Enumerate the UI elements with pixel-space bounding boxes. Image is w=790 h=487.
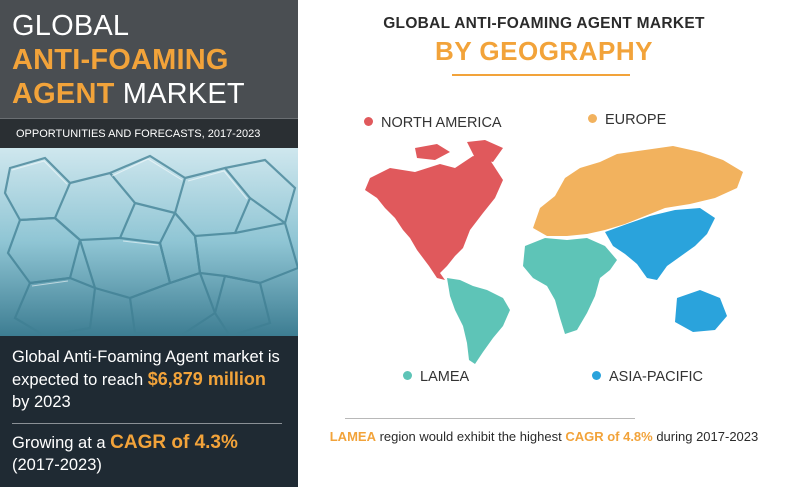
title-agent: AGENT [12,78,115,110]
title-line-2: ANTI-FOAMING [12,44,229,76]
stats-block: Global Anti-Foaming Agent market is expe… [0,336,298,487]
legend-north-america-label: NORTH AMERICA [381,115,502,131]
cagr-value: CAGR of 4.3% [110,432,238,453]
legend-asia-pacific: ASIA-PACIFIC [592,369,703,385]
north-america-dot-icon [364,117,373,126]
left-panel: GLOBAL ANTI-FOAMING AGENT MARKET OPPORTU… [0,0,298,487]
market-size-statement: Global Anti-Foaming Agent market is expe… [12,346,286,413]
cagr-statement: Growing at a CAGR of 4.3% (2017-2023) [12,432,286,476]
subtitle-bar: OPPORTUNITIES AND FORECASTS, 2017-2023 [0,118,298,148]
stats-divider [12,423,282,424]
region-europe [533,146,743,236]
legend-europe: EUROPE [588,112,666,128]
stat2-suffix: (2017-2023) [12,456,102,474]
region-south-america [447,278,510,364]
note-middle: region would exhibit the highest [375,429,566,444]
region-asia-pacific [605,208,727,332]
legend-lamea: LAMEA [403,369,469,385]
europe-dot-icon [588,114,597,123]
geography-subtitle: BY GEOGRAPHY [435,36,653,66]
title-line-1: GLOBAL [12,10,130,42]
region-africa-middle-east [523,238,617,334]
bubbles-image [0,148,298,336]
world-map [365,140,743,364]
asia-pacific-dot-icon [592,371,601,380]
stat1-prefix: Global Anti-Foaming Agent market is expe… [12,348,280,389]
legend-europe-label: EUROPE [605,112,667,128]
note-region: LAMEA [329,429,376,444]
market-size-value: $6,879 million [147,369,266,389]
title-underline [452,74,630,76]
lamea-dot-icon [403,371,412,380]
stat2-prefix: Growing at a [12,434,111,452]
note-suffix: during 2017-2023 [652,429,759,444]
note-cagr-value: CAGR of 4.8% [565,429,653,444]
title-block: GLOBAL ANTI-FOAMING AGENT MARKET [0,0,298,118]
title-market: MARKET [114,78,245,110]
title-line-3: AGENT MARKET [12,78,245,110]
region-north-america [365,140,503,280]
legend-asia-pacific-label: ASIA-PACIFIC [609,369,703,385]
legend-lamea-label: LAMEA [420,369,470,385]
note-divider [345,418,635,419]
lamea-note: LAMEA region would exhibit the highest C… [298,426,790,448]
legend-north-america: NORTH AMERICA [364,115,502,131]
geography-title: GLOBAL ANTI-FOAMING AGENT MARKET [383,15,705,32]
stat1-suffix: by 2023 [12,393,71,411]
